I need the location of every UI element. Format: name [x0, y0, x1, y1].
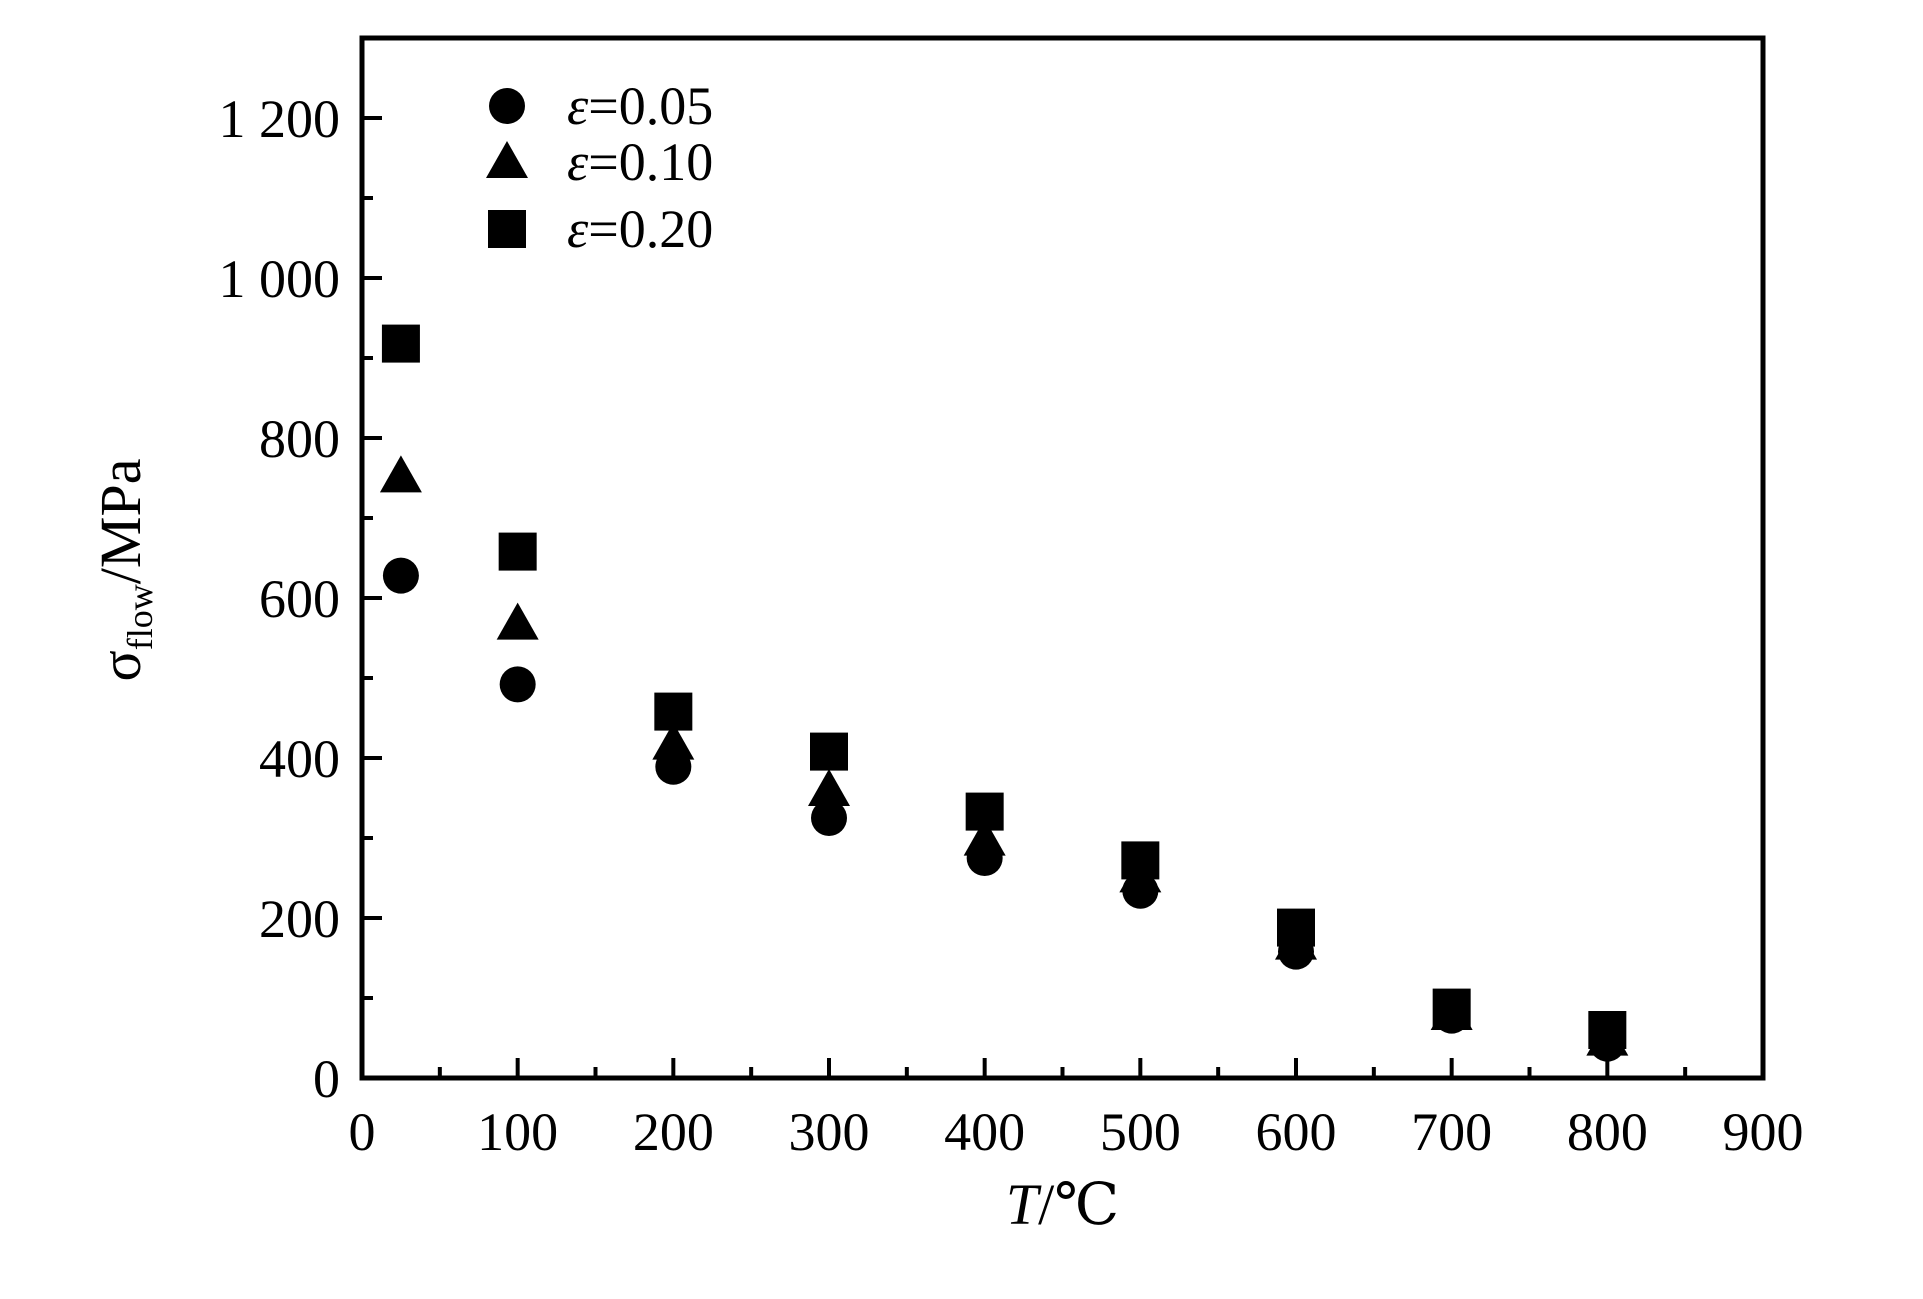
triangle-data-point: [963, 818, 1006, 856]
triangle-data-point: [808, 769, 850, 806]
y-axis-symbol: σ: [88, 650, 153, 681]
legend-circle-marker: [489, 88, 525, 124]
legend-label: ε=0.10: [567, 132, 713, 192]
y-tick-label: 800: [259, 409, 340, 469]
legend-value: =0.10: [588, 132, 713, 192]
x-tick-label: 500: [1100, 1102, 1181, 1162]
legend-symbol: ε: [567, 132, 589, 192]
square-data-point: [1588, 1011, 1627, 1049]
x-tick-label: 400: [944, 1102, 1025, 1162]
square-data-point: [381, 324, 420, 363]
y-tick-label: 1 000: [219, 249, 341, 309]
x-tick-label: 200: [633, 1102, 714, 1162]
plot-frame: [359, 35, 1766, 1081]
y-axis-subscript: flow: [120, 584, 160, 650]
circle-data-point: [811, 800, 847, 836]
x-tick-label: 700: [1411, 1102, 1492, 1162]
y-tick-label: 400: [259, 729, 340, 789]
legend-triangle-marker: [486, 141, 528, 178]
x-axis-label: T/℃: [1006, 1172, 1119, 1237]
y-tick-label: 0: [313, 1049, 340, 1109]
triangle-data-point: [379, 455, 422, 493]
legend-symbol: ε: [567, 199, 589, 259]
y-axis-label: σflow/MPa: [88, 459, 160, 682]
x-tick-label: 900: [1723, 1102, 1804, 1162]
x-tick-labels: 0 100 200 300 400 500 600 700 800 900: [349, 1102, 1804, 1162]
legend-value: =0.05: [588, 76, 713, 136]
square-data-point: [1121, 841, 1160, 880]
legend-square-marker: [488, 210, 526, 248]
data-markers: [379, 324, 1629, 1062]
square-data-point: [654, 692, 693, 731]
square-data-point: [1277, 908, 1315, 947]
y-tick-labels: 0 200 400 600 800 1 000 1 200: [219, 89, 341, 1109]
square-data-point: [965, 792, 1004, 831]
circle-data-point: [499, 666, 536, 703]
legend-value: =0.20: [588, 199, 713, 259]
x-tick-label: 800: [1567, 1102, 1648, 1162]
legend-label: ε=0.20: [567, 199, 713, 259]
circle-data-point: [382, 557, 419, 594]
triangle-data-point: [496, 602, 539, 640]
y-tick-label: 600: [259, 569, 340, 629]
legend-label: ε=0.05: [567, 76, 713, 136]
axis-ticks: [362, 116, 1688, 1078]
x-axis-unit: /℃: [1038, 1172, 1119, 1237]
legend-symbol: ε: [567, 76, 589, 136]
x-axis-symbol: T: [1006, 1172, 1042, 1237]
x-tick-label: 300: [789, 1102, 870, 1162]
x-tick-label: 0: [349, 1102, 376, 1162]
x-tick-label: 100: [477, 1102, 558, 1162]
square-data-point: [810, 732, 848, 771]
square-data-point: [1432, 988, 1471, 1027]
y-tick-label: 1 200: [219, 89, 341, 149]
y-tick-label: 200: [259, 889, 340, 949]
x-tick-label: 600: [1256, 1102, 1337, 1162]
y-axis-unit: /MPa: [88, 459, 153, 585]
square-data-point: [498, 532, 537, 571]
triangle-data-point: [652, 722, 695, 760]
legend: ε=0.05ε=0.10ε=0.20: [486, 76, 713, 259]
